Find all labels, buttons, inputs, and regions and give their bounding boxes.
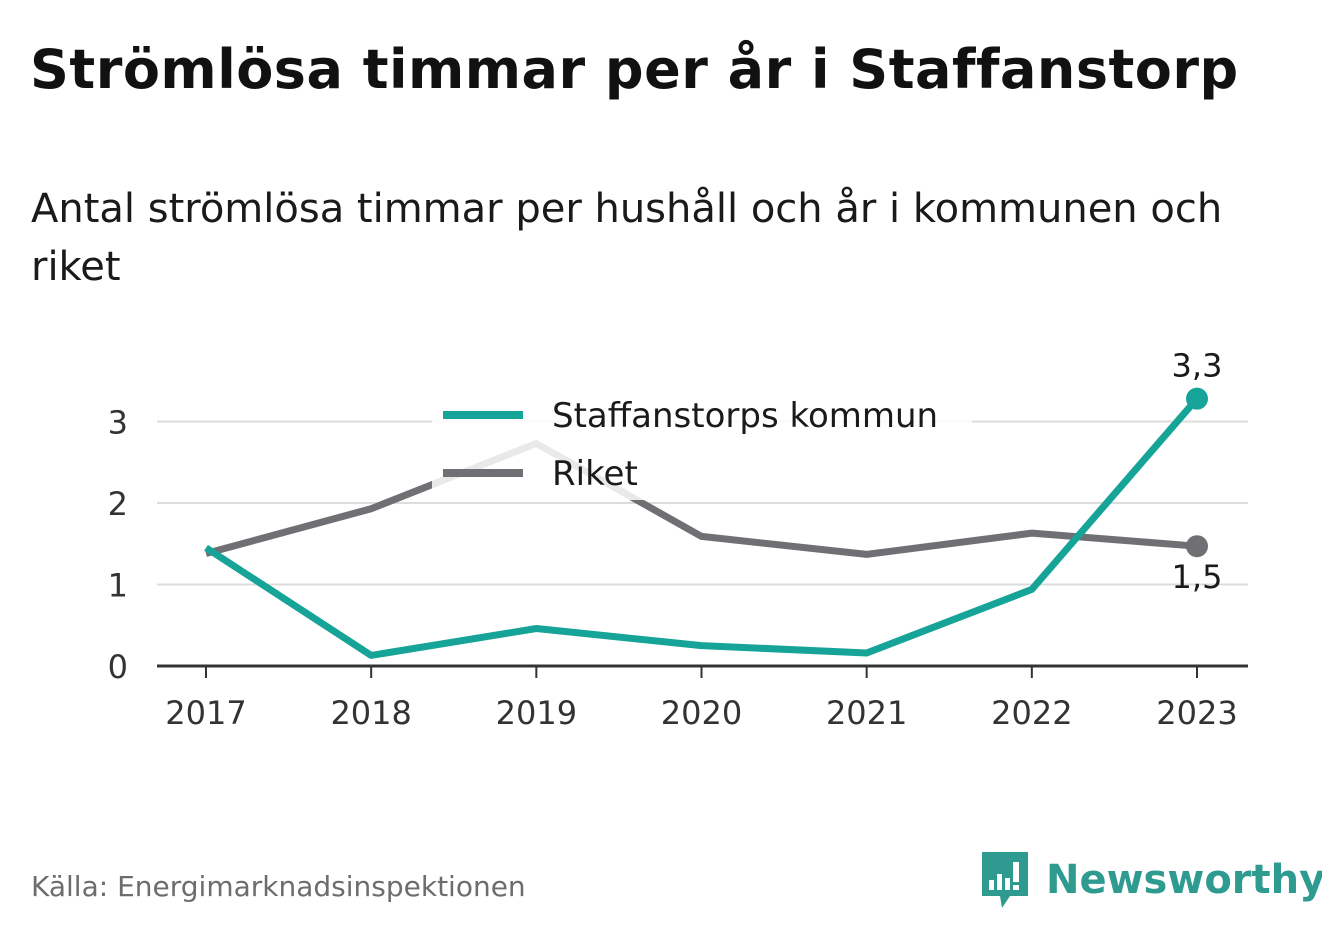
end-labels: 3,3 1,5	[1172, 347, 1223, 597]
y-tick-label: 0	[108, 648, 128, 686]
end-label-staffanstorp: 3,3	[1172, 347, 1223, 385]
source-note: Källa: Energimarknadsinspektionen	[31, 870, 526, 903]
x-tick-label: 2020	[661, 694, 742, 732]
legend-label: Riket	[552, 454, 638, 494]
x-tick-label: 2019	[496, 694, 577, 732]
legend-background	[432, 388, 972, 500]
line-chart: Staffanstorps kommun Riket 0 1 2 3 2017 2018 20…	[108, 347, 1248, 732]
y-tick-label: 3	[108, 404, 128, 442]
y-tick-label: 2	[108, 485, 128, 523]
y-tick-label: 1	[108, 567, 128, 605]
x-tick-label: 2018	[330, 694, 411, 732]
series-line-riket	[205, 440, 1198, 558]
series-lines	[204, 387, 1208, 659]
x-tick-label: 2022	[991, 694, 1072, 732]
chart-subtitle: Antal strömlösa timmar per hushåll och å…	[31, 186, 1223, 290]
series-line-staffanstorp	[204, 396, 1200, 659]
x-tick-label: 2021	[826, 694, 907, 732]
legend-label: Staffanstorps kommun	[552, 396, 938, 436]
x-tick-label: 2017	[165, 694, 246, 732]
end-point-marker	[1186, 387, 1208, 410]
legend: Staffanstorps kommun Riket	[432, 388, 972, 500]
newsworthy-logo-icon	[982, 852, 1028, 908]
chart-title: Strömlösa timmar per år i Staffanstorp	[30, 38, 1239, 101]
end-point-marker	[1186, 535, 1208, 558]
brand-logo: Newsworthy	[980, 850, 1322, 910]
axes: 0 1 2 3 2017 2018 2019 2020 2021 2022 2023	[108, 404, 1248, 732]
end-label-riket: 1,5	[1172, 558, 1223, 596]
x-tick-label: 2023	[1156, 694, 1237, 732]
brand-name: Newsworthy	[1046, 857, 1322, 903]
